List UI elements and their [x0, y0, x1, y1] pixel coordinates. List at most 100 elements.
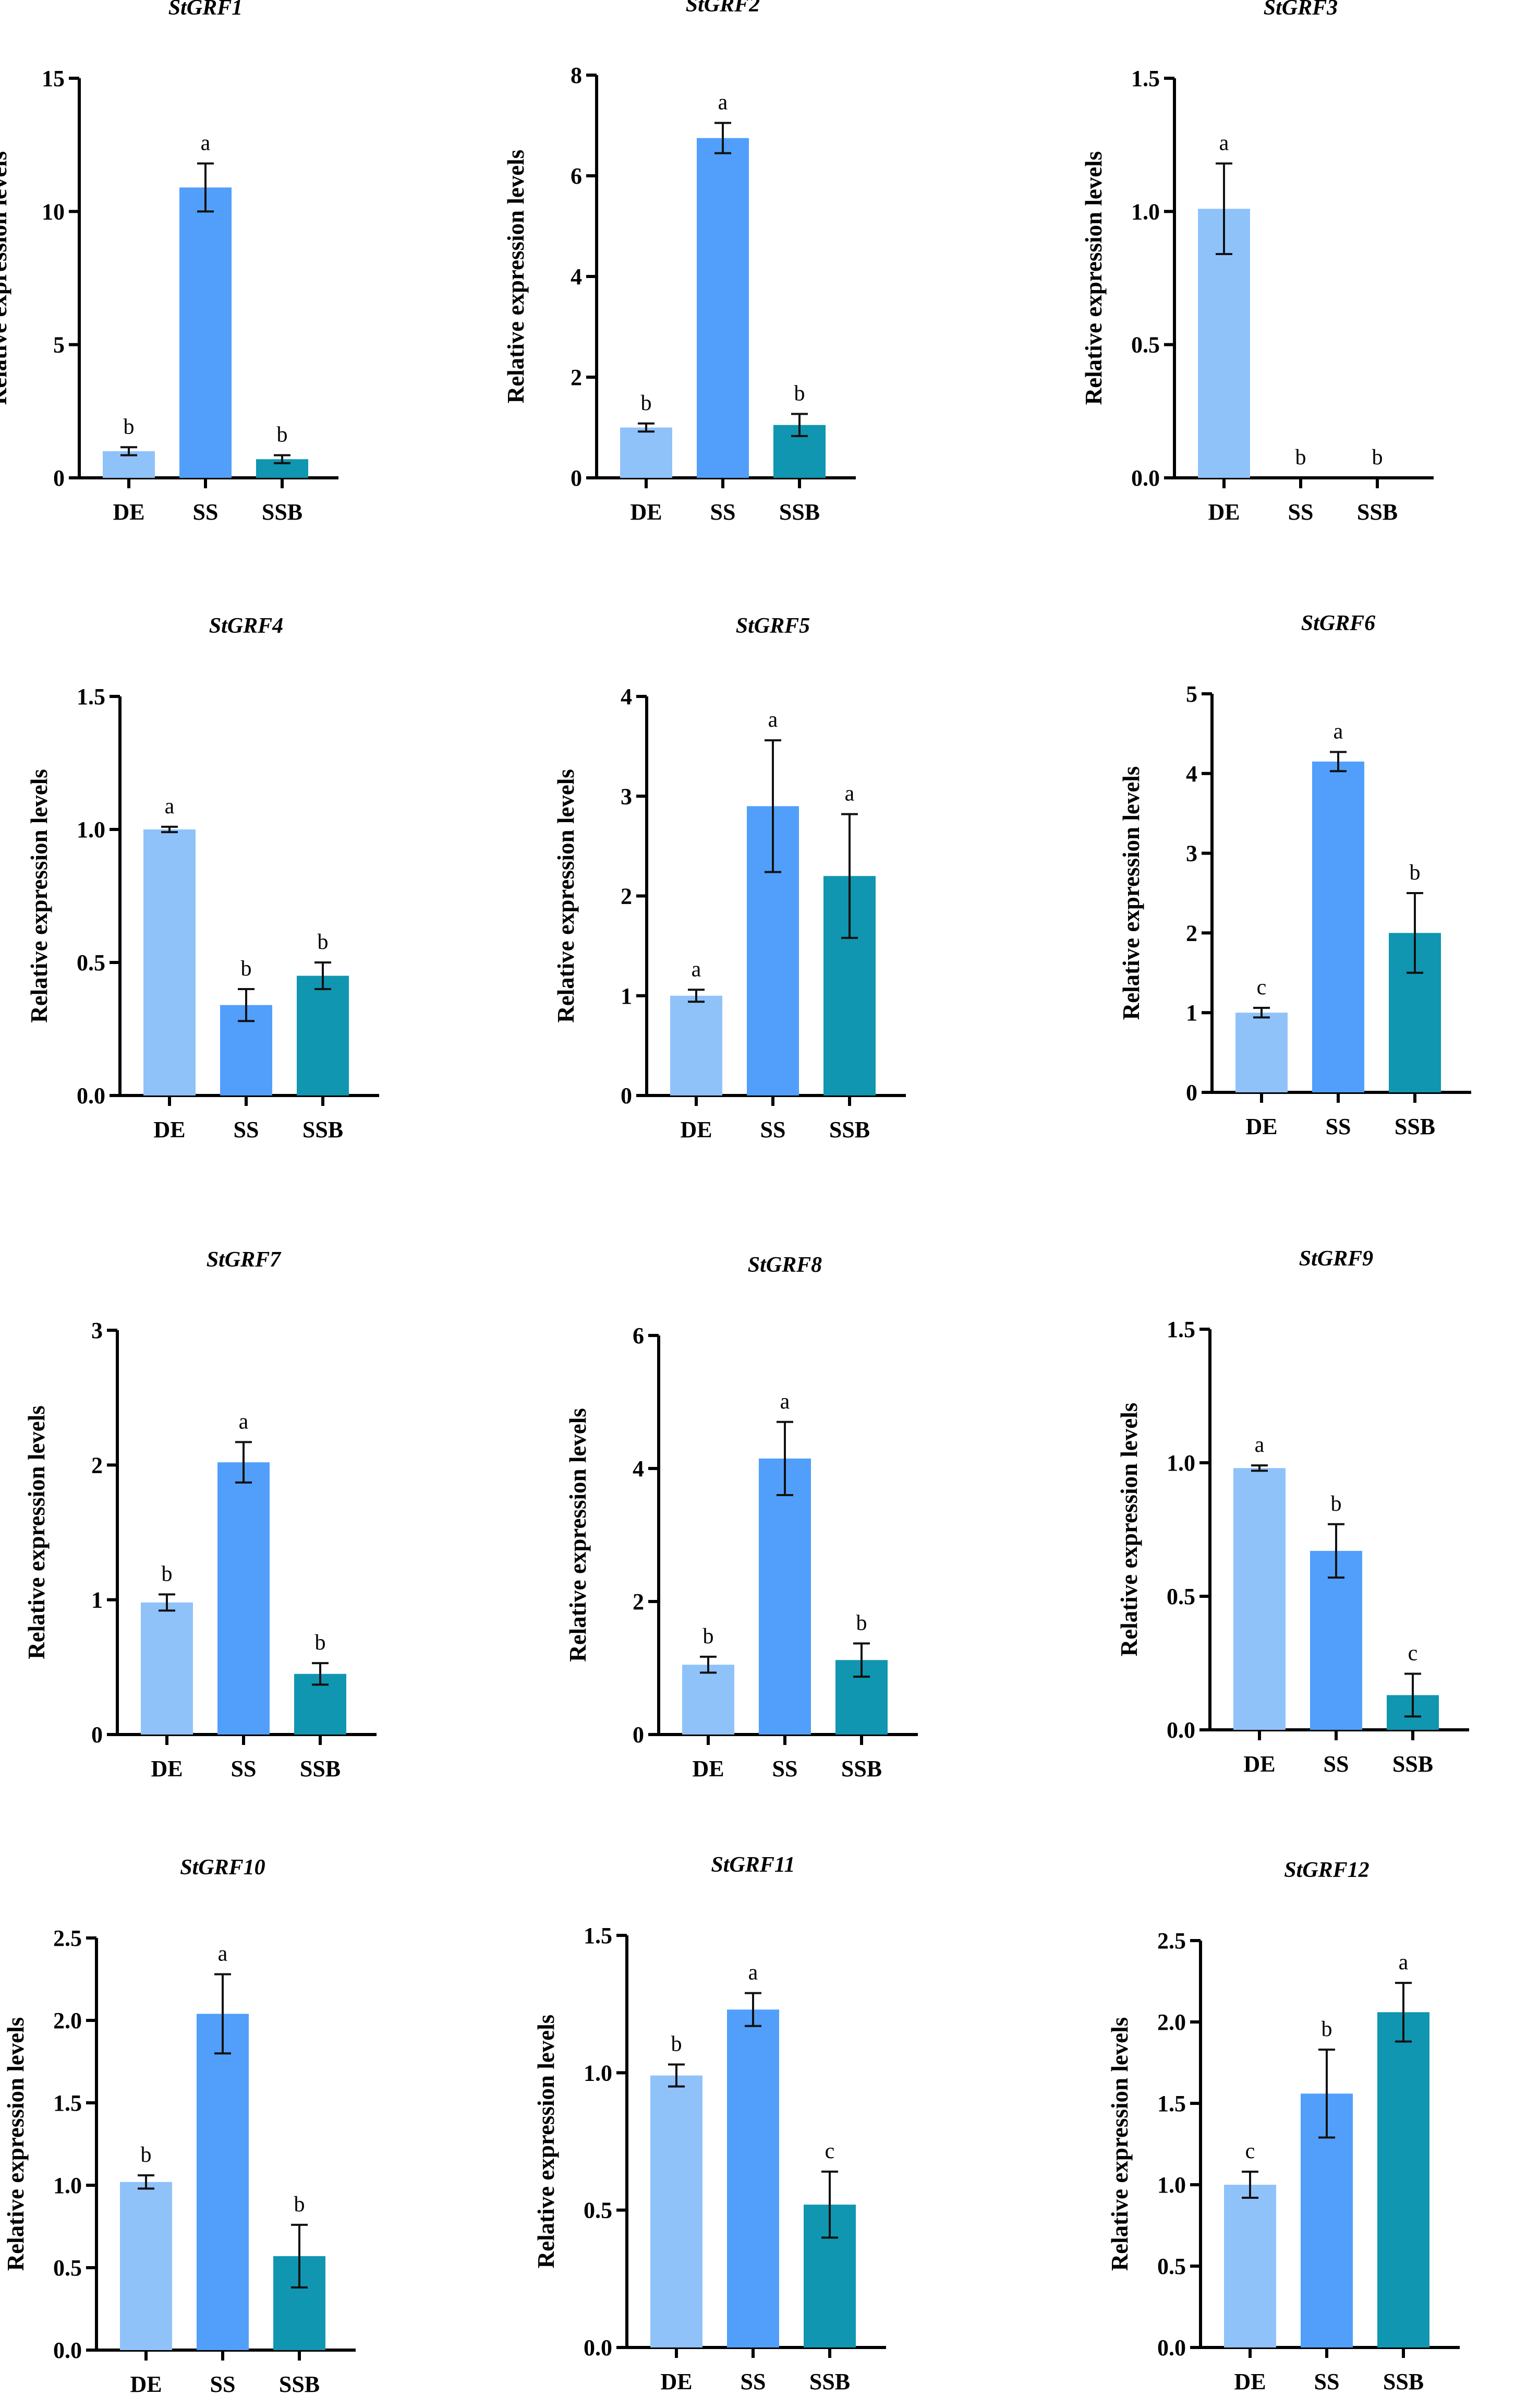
- y-tick-label: 0.5: [53, 2255, 82, 2281]
- y-tick-label: 1.5: [1131, 66, 1160, 91]
- panel-6: StGRF6 Relative expression levels 0 1 2 3 4 5 c D…: [1118, 611, 1471, 1139]
- y-tick-label: 1.5: [1167, 1317, 1195, 1342]
- significance-letter: a: [748, 1961, 758, 1985]
- significance-letter: b: [856, 1611, 867, 1635]
- y-axis-label: Relative expression levels: [3, 2017, 29, 2271]
- y-tick-label: 2: [571, 365, 582, 390]
- significance-letter: a: [1399, 1951, 1409, 1974]
- y-tick-label: 4: [621, 684, 632, 709]
- bar-de: [143, 829, 196, 1095]
- bar-ss: [217, 1462, 270, 1735]
- x-tick-label: DE: [660, 2369, 692, 2394]
- significance-letter: a: [718, 91, 728, 115]
- panel-5: StGRF5 Relative expression levels 0 1 2 3 4 a DE…: [553, 614, 906, 1142]
- significance-letter: c: [1245, 2139, 1255, 2163]
- y-tick-label: 15: [42, 66, 65, 91]
- panel-title: StGRF12: [1284, 1858, 1369, 1882]
- y-tick-label: 1.0: [53, 2173, 82, 2198]
- panel-title: StGRF2: [686, 0, 760, 17]
- y-tick-label: 5: [53, 332, 65, 358]
- significance-letter: b: [315, 1631, 326, 1655]
- significance-letter: b: [277, 423, 288, 447]
- y-tick-label: 2: [1186, 920, 1197, 946]
- y-tick-label: 6: [571, 163, 582, 189]
- panel-3: StGRF3 Relative expression levels 0.0 0.5 1.…: [1081, 0, 1434, 525]
- y-tick-label: 5: [1186, 681, 1197, 707]
- bar-de: [650, 2075, 702, 2347]
- y-tick-label: 1.5: [53, 2090, 82, 2116]
- y-tick-label: 0.0: [1167, 1717, 1195, 1743]
- y-tick-label: 0: [571, 465, 582, 491]
- bar-de: [1233, 1468, 1286, 1730]
- x-tick-label: SSB: [779, 499, 820, 525]
- bar-ss: [759, 1458, 811, 1735]
- x-tick-label: SS: [193, 499, 219, 525]
- y-tick-label: 6: [633, 1323, 644, 1349]
- x-tick-label: SS: [234, 1117, 259, 1142]
- y-tick-label: 0.5: [1167, 1584, 1195, 1609]
- significance-letter: c: [825, 2139, 835, 2163]
- significance-letter: b: [703, 1624, 714, 1648]
- y-tick-label: 4: [571, 264, 582, 290]
- y-tick-label: 1.0: [584, 2060, 612, 2086]
- panel-title: StGRF5: [736, 614, 810, 638]
- y-axis-label: Relative expression levels: [1107, 2017, 1133, 2271]
- x-tick-label: SS: [760, 1117, 786, 1142]
- panel-7: StGRF7 Relative expression levels 0 1 2 3 b DE a…: [23, 1248, 377, 1781]
- y-tick-label: 1.5: [77, 684, 105, 709]
- y-axis-label: Relative expression levels: [1118, 766, 1144, 1020]
- bar-ss: [1312, 761, 1364, 1092]
- panel-title: StGRF1: [168, 0, 243, 20]
- y-tick-label: 0: [1186, 1080, 1197, 1105]
- x-tick-label: DE: [1243, 1751, 1275, 1777]
- y-tick-label: 0.0: [1157, 2335, 1186, 2361]
- significance-letter: b: [1410, 861, 1421, 885]
- x-tick-label: SS: [710, 499, 736, 525]
- panel-title: StGRF8: [748, 1253, 822, 1277]
- panel-title: StGRF10: [180, 1856, 265, 1880]
- significance-letter: b: [294, 2193, 305, 2217]
- y-axis-label: Relative expression levels: [565, 1408, 591, 1662]
- significance-letter: b: [124, 415, 135, 439]
- panel-1: StGRF1 Relative expression levels 0 5 10 15 b D…: [0, 0, 338, 525]
- significance-letter: b: [671, 2032, 682, 2056]
- bar-ss: [697, 138, 749, 478]
- significance-letter: a: [218, 1942, 228, 1966]
- y-axis-label: Relative expression levels: [553, 769, 579, 1023]
- y-tick-label: 0.5: [77, 950, 105, 976]
- y-tick-label: 3: [621, 784, 632, 809]
- y-tick-label: 0: [621, 1083, 632, 1109]
- significance-letter: b: [318, 930, 329, 954]
- y-tick-label: 4: [1186, 761, 1197, 787]
- bar-ssb: [1377, 2012, 1429, 2347]
- y-axis-label: Relative expression levels: [26, 769, 52, 1023]
- bar-ssb: [297, 976, 349, 1095]
- bar-de: [1235, 1013, 1288, 1092]
- x-tick-label: DE: [680, 1117, 712, 1142]
- y-tick-label: 4: [633, 1456, 644, 1482]
- x-tick-label: SSB: [841, 1756, 882, 1781]
- y-axis-label: Relative expression levels: [503, 150, 529, 404]
- x-tick-label: SSB: [1395, 1114, 1435, 1139]
- y-tick-label: 0.0: [584, 2335, 612, 2361]
- x-tick-label: SS: [1314, 2369, 1340, 2394]
- significance-letter: a: [780, 1390, 790, 1414]
- y-tick-label: 0: [633, 1722, 644, 1748]
- significance-letter: a: [845, 782, 855, 806]
- x-tick-label: SSB: [829, 1117, 870, 1142]
- significance-letter: b: [1295, 446, 1306, 469]
- x-tick-label: SS: [772, 1756, 798, 1781]
- y-tick-label: 3: [1186, 841, 1197, 866]
- y-tick-label: 8: [571, 63, 582, 88]
- y-tick-label: 2.0: [53, 2008, 82, 2033]
- y-tick-label: 1.0: [1157, 2172, 1186, 2198]
- y-tick-label: 0.0: [1131, 465, 1160, 491]
- y-tick-label: 0.5: [584, 2198, 612, 2223]
- bar-ss: [197, 2014, 249, 2350]
- x-tick-label: SSB: [809, 2369, 850, 2394]
- panel-4: StGRF4 Relative expression levels 0.0 0.5 1.…: [26, 614, 379, 1142]
- x-tick-label: SSB: [1357, 499, 1398, 525]
- panel-title: StGRF3: [1264, 0, 1338, 20]
- x-tick-label: DE: [1208, 499, 1240, 525]
- bar-de: [620, 427, 672, 478]
